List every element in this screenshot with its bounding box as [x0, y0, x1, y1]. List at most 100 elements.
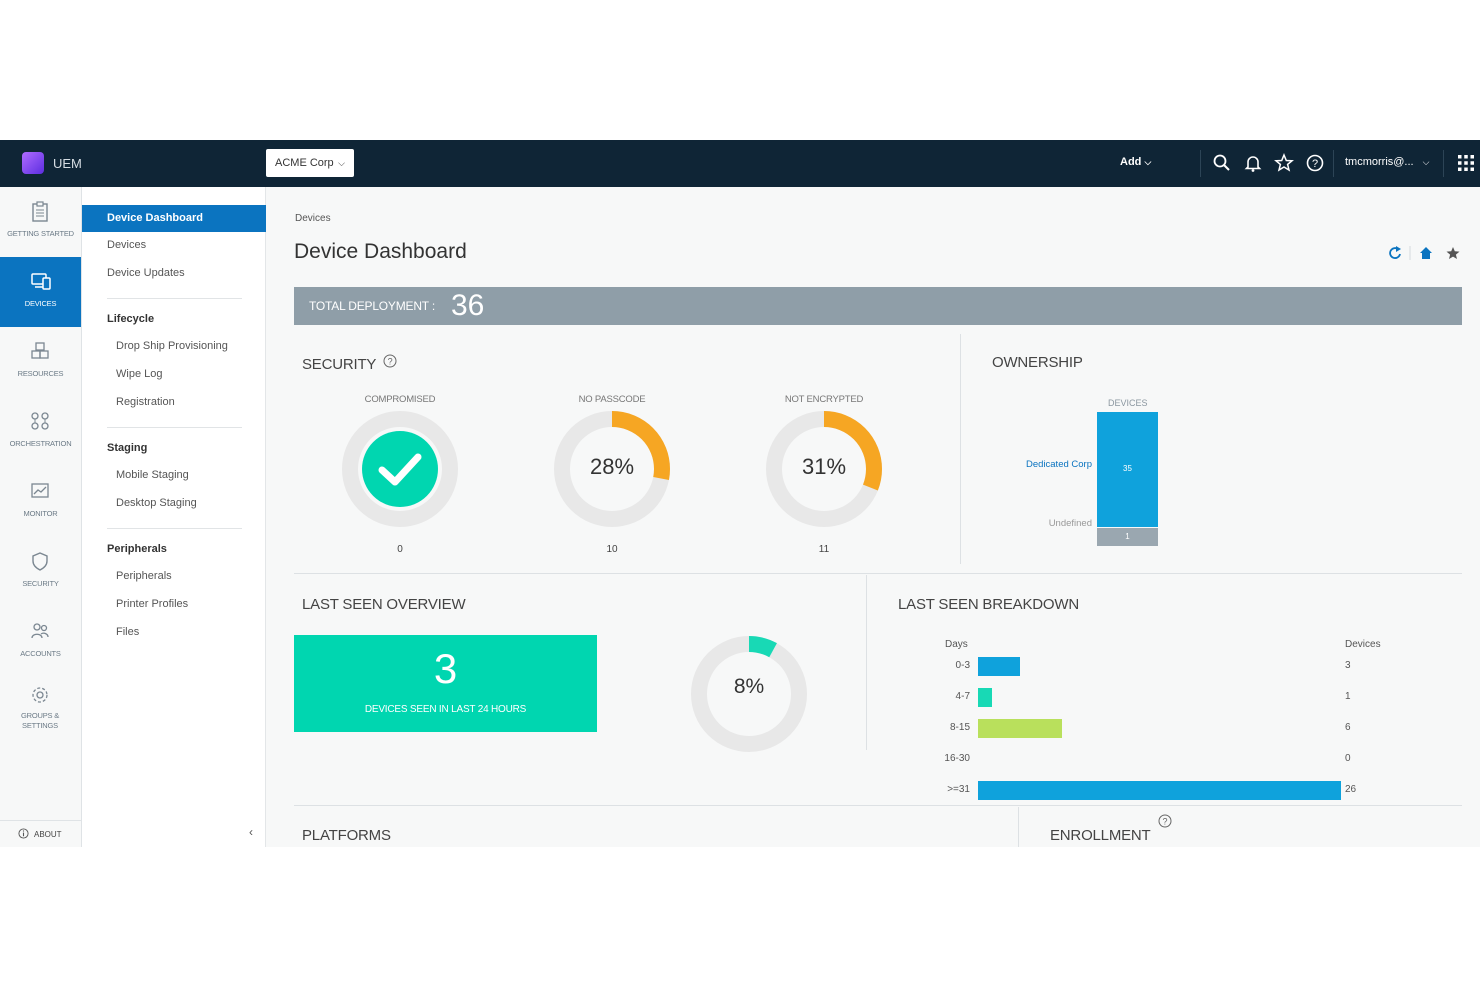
add-menu-button[interactable]: Add ⌵ — [1120, 156, 1151, 168]
breakdown-bar[interactable] — [978, 719, 1062, 738]
rail-item-label: MONITOR — [23, 509, 58, 518]
devices-seen-label: DEVICES SEEN IN LAST 24 HOURS — [364, 704, 527, 715]
breakdown-devices-header: Devices — [1345, 639, 1381, 650]
subnav-heading-lifecycle: Lifecycle — [107, 313, 155, 325]
enrollment-title: ENROLLMENT — [1050, 827, 1151, 844]
section-divider — [294, 805, 1462, 806]
chevron-down-icon: ⌵ — [338, 158, 345, 168]
rail-item-security[interactable]: SECURITY — [0, 537, 81, 607]
rail-item-label: GROUPS & SETTINGS — [21, 711, 59, 730]
subnav-item-files[interactable]: Files — [116, 626, 140, 638]
rail-item-accounts[interactable]: ACCOUNTS — [0, 607, 81, 677]
chevron-down-icon: ⌵ — [1144, 157, 1152, 167]
subnav-item-mobile-staging[interactable]: Mobile Staging — [116, 469, 189, 481]
page-actions — [1389, 246, 1460, 260]
info-icon — [18, 828, 29, 839]
breakdown-value-label: 6 — [1345, 722, 1351, 733]
favorite-star-icon[interactable] — [1446, 247, 1460, 259]
help-icon[interactable]: ? — [383, 354, 397, 368]
section-divider — [294, 573, 1462, 574]
about-label: ABOUT — [34, 830, 62, 839]
breakdown-category-label: >=31 — [947, 784, 970, 795]
security-title: SECURITY ? — [302, 354, 397, 373]
organization-select[interactable]: ACME Corp ⌵ — [266, 149, 354, 177]
rail-item-getting-started[interactable]: GETTING STARTED — [0, 187, 81, 257]
ownership-bar-dedicated-corp[interactable]: 35 — [1097, 412, 1158, 527]
subnav-item-devices[interactable]: Devices — [107, 239, 147, 251]
gauge-count: 11 — [818, 544, 830, 555]
panel-divider — [1018, 807, 1019, 847]
subnav-item-peripherals[interactable]: Peripherals — [116, 570, 172, 582]
gauge-compromised[interactable]: COMPROMISED 0 — [335, 394, 465, 564]
breakdown-bar[interactable] — [978, 657, 1020, 676]
panel-divider — [960, 334, 961, 564]
organization-select-label: ACME Corp — [275, 157, 334, 169]
rail-item-groups-settings[interactable]: GROUPS & SETTINGS — [0, 677, 81, 757]
breakdown-bar[interactable] — [978, 781, 1341, 800]
gauge-percent: 28% — [589, 454, 635, 479]
gauge-arc — [766, 411, 882, 527]
monitor-chart-icon — [31, 483, 49, 498]
subnav-item-drop-ship-provisioning[interactable]: Drop Ship Provisioning — [116, 340, 228, 352]
refresh-icon[interactable] — [1389, 246, 1401, 259]
ownership-chart: DEVICES Dedicated Corp Undefined 35 1 — [966, 392, 1206, 546]
svg-text:?: ? — [388, 357, 393, 367]
subnav-item-device-dashboard[interactable]: Device Dashboard — [82, 205, 266, 232]
breakdown-category-label: 8-15 — [949, 722, 970, 733]
breakdown-days-header: Days — [945, 639, 968, 650]
subnav-item-registration[interactable]: Registration — [116, 396, 175, 408]
last-seen-gauge[interactable]: 8% — [684, 629, 814, 759]
panel-divider — [866, 575, 867, 750]
shield-icon — [32, 552, 48, 571]
about-link[interactable]: ABOUT — [0, 820, 81, 847]
devices-seen-tile[interactable]: 3 DEVICES SEEN IN LAST 24 HOURS — [294, 635, 597, 732]
gauge-not-encrypted-chart — [766, 411, 882, 527]
ownership-bar-value: 35 — [1123, 464, 1132, 473]
clipboard-icon — [32, 201, 48, 222]
breadcrumb[interactable]: Devices — [295, 213, 331, 224]
ownership-category-dedicated-corp[interactable]: Dedicated Corp — [1025, 459, 1092, 470]
rail-item-orchestration[interactable]: ORCHESTRATION — [0, 397, 81, 467]
user-name: tmcmorris@... — [1345, 156, 1414, 168]
subnav-divider — [107, 528, 242, 529]
bell-icon[interactable] — [1243, 153, 1263, 173]
home-icon[interactable] — [1420, 247, 1432, 259]
gauge-no-passcode[interactable]: NO PASSCODE 28% 10 — [547, 394, 677, 564]
gauge-compromised-chart — [342, 411, 458, 527]
users-icon — [31, 623, 49, 639]
breakdown-value-label: 0 — [1345, 753, 1351, 764]
star-icon[interactable] — [1274, 153, 1294, 173]
total-deployment-label: TOTAL DEPLOYMENT : — [309, 299, 435, 313]
breakdown-category-label: 4-7 — [955, 691, 970, 702]
ownership-bar-value: 1 — [1125, 531, 1130, 541]
subnav-heading-peripherals: Peripherals — [107, 543, 167, 555]
gauge-count: 10 — [606, 544, 618, 555]
help-icon[interactable]: ? — [1305, 153, 1325, 173]
collapse-nav-button[interactable]: ‹ — [249, 825, 253, 839]
breakdown-value-label: 3 — [1345, 660, 1351, 671]
subnav-item-device-updates[interactable]: Device Updates — [107, 267, 185, 279]
ownership-category-undefined[interactable]: Undefined — [1048, 518, 1092, 529]
user-menu[interactable]: tmcmorris@... ⌵ — [1345, 156, 1430, 168]
ownership-title: OWNERSHIP — [992, 354, 1083, 371]
gauge-not-encrypted[interactable]: NOT ENCRYPTED 31% 11 — [759, 394, 889, 564]
ownership-bar-undefined[interactable]: 1 — [1097, 527, 1158, 546]
subnav-item-printer-profiles[interactable]: Printer Profiles — [116, 598, 189, 610]
subnav-item-wipe-log[interactable]: Wipe Log — [116, 368, 163, 380]
search-icon[interactable] — [1212, 153, 1232, 173]
chevron-down-icon: ⌵ — [1422, 157, 1430, 167]
rail-item-devices[interactable]: DEVICES — [0, 257, 81, 327]
last-seen-breakdown-title: LAST SEEN BREAKDOWN — [898, 596, 1079, 613]
app-logo-icon[interactable] — [22, 152, 44, 174]
help-icon[interactable]: ? — [1158, 814, 1172, 828]
breakdown-bar[interactable] — [978, 688, 992, 707]
rail-item-resources[interactable]: RESOURCES — [0, 327, 81, 397]
rail-item-label: DEVICES — [24, 299, 57, 308]
rail-item-monitor[interactable]: MONITOR — [0, 467, 81, 537]
breakdown-value-label: 26 — [1345, 784, 1357, 795]
app-grid-icon[interactable] — [1456, 153, 1476, 173]
subnav-item-desktop-staging[interactable]: Desktop Staging — [116, 497, 197, 509]
total-deployment-banner: TOTAL DEPLOYMENT : 36 — [294, 287, 1462, 325]
rail-item-label: ACCOUNTS — [20, 649, 61, 658]
platforms-title: PLATFORMS — [302, 827, 391, 844]
